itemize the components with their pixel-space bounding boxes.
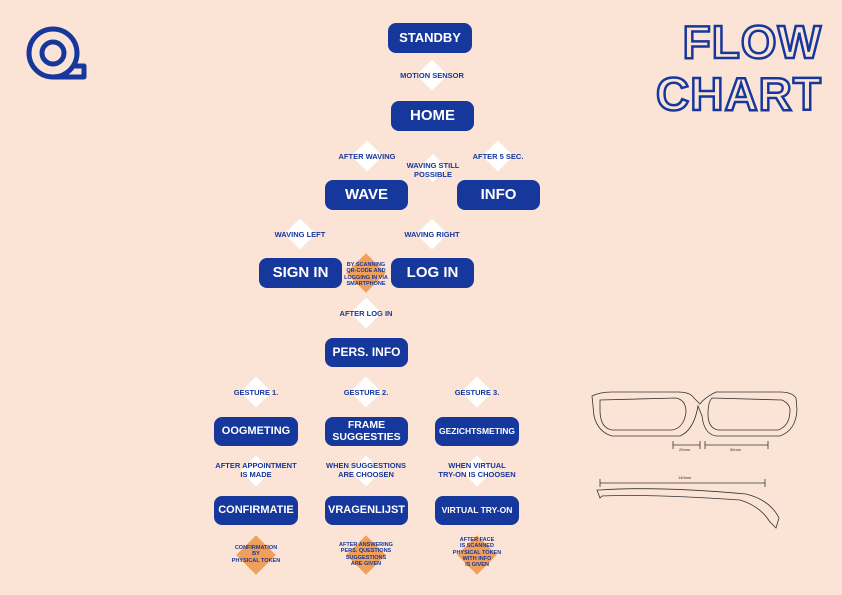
diamond-when-virtual <box>461 455 493 487</box>
node-virtual-try-on: VIRTUAL TRY-ON <box>435 496 519 525</box>
dim-bridge: 20mm <box>679 447 691 452</box>
label-after-answering: AFTER ANSWERING PERS. QUESTIONS SUGGESTI… <box>339 542 393 567</box>
label-after-5-sec: AFTER 5 SEC. <box>472 152 524 161</box>
node-log-in: LOG IN <box>391 258 474 288</box>
glasses-side-drawing <box>596 479 780 529</box>
diamond-confirmation <box>236 535 276 575</box>
diamond-after-answering <box>346 535 386 575</box>
diamond-waving-right <box>416 218 448 250</box>
dim-temple: 140mm <box>678 475 692 480</box>
node-confirmatie: CONFIRMATIE <box>214 496 298 525</box>
label-waving-left: WAVING LEFT <box>274 230 326 239</box>
title-line-1: FLOW <box>681 15 822 70</box>
label-scanning-qr: BY SCANNING QR-CODE AND LOGGING IN VIA S… <box>344 262 388 287</box>
node-wave: WAVE <box>325 180 408 210</box>
node-home: HOME <box>391 101 474 131</box>
label-confirmation-token: CONFIRMATION BY PHYSICAL TOKEN <box>231 545 281 564</box>
diamond-gesture-3 <box>461 376 493 408</box>
connector-diamonds <box>240 59 514 487</box>
label-after-waving: AFTER WAVING <box>338 152 396 161</box>
title-line-2: CHART <box>655 67 822 122</box>
diamond-waving-left <box>284 218 316 250</box>
label-gesture-1: GESTURE 1. <box>233 388 279 397</box>
node-vragenlijst: VRAGENLIJST <box>325 496 408 525</box>
diamond-after-5-sec <box>482 140 514 172</box>
diamond-motion-sensor <box>416 59 448 91</box>
label-after-log-in: AFTER LOG IN <box>339 309 393 318</box>
diamond-when-suggestions <box>350 455 382 487</box>
diamond-gesture-2 <box>350 376 382 408</box>
label-waving-still-possible: WAVING STILL POSSIBLE <box>406 161 460 180</box>
diamond-after-log-in <box>350 297 382 329</box>
brand-logo <box>26 26 87 80</box>
glasses-front-drawing <box>591 391 798 449</box>
node-oogmeting: OOGMETING <box>214 417 298 446</box>
node-sign-in: SIGN IN <box>259 258 342 288</box>
label-motion-sensor: MOTION SENSOR <box>400 71 464 80</box>
label-gesture-3: GESTURE 3. <box>454 388 500 397</box>
diamond-after-appointment <box>240 455 272 487</box>
node-gezichtsmeting: GEZICHTSMETING <box>435 417 519 446</box>
label-when-virtual: WHEN VIRTUAL TRY-ON IS CHOOSEN <box>438 461 516 480</box>
diamond-after-face <box>457 535 497 575</box>
label-after-appointment: AFTER APPOINTMENT IS MADE <box>215 461 297 480</box>
node-pers-info: PERS. INFO <box>325 338 408 367</box>
node-frame-suggesties: FRAME SUGGESTIES <box>325 417 408 446</box>
diamond-after-waving <box>351 140 383 172</box>
label-waving-right: WAVING RIGHT <box>404 230 460 239</box>
node-standby: STANDBY <box>388 23 472 53</box>
output-diamonds <box>236 253 497 575</box>
label-when-suggestions: WHEN SUGGESTIONS ARE CHOOSEN <box>325 461 406 480</box>
node-info: INFO <box>457 180 540 210</box>
diamond-scanning-qr <box>346 253 386 293</box>
chart-title: FLOW CHART <box>655 15 822 122</box>
diamond-gesture-1 <box>240 376 272 408</box>
label-gesture-2: GESTURE 2. <box>343 388 389 397</box>
dim-lens: 56mm <box>730 447 742 452</box>
label-after-face: AFTER FACE IS SCANNED PHYSICAL TOKEN WIT… <box>452 537 502 569</box>
